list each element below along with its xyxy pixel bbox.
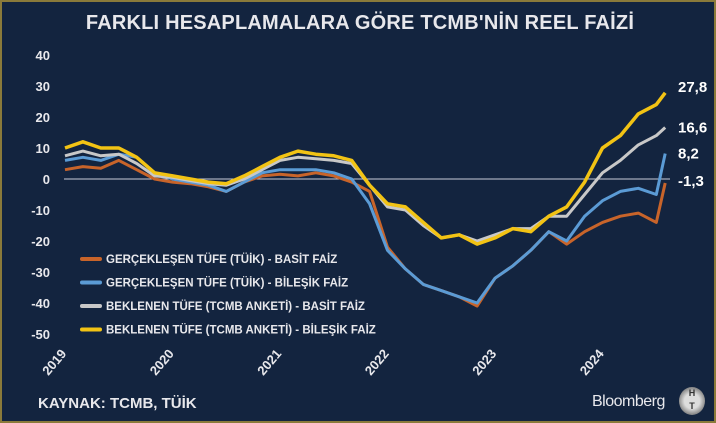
bloomberg-logo: Bloomberg (592, 393, 665, 410)
y-tick-label: -30 (31, 265, 50, 280)
series-line (64, 91, 667, 246)
end-value-label: 8,2 (678, 146, 699, 163)
x-tick-label: 2023 (469, 346, 499, 378)
series-line (64, 126, 667, 243)
source-note: KAYNAK: TCMB, TÜİK (38, 395, 197, 412)
x-tick-label: 2024 (577, 346, 608, 378)
x-tick-label: 2019 (39, 346, 69, 378)
y-tick-label: -50 (31, 327, 50, 342)
legend-label: BEKLENEN TÜFE (TCMB ANKETİ) - BASİT FAİZ (106, 300, 365, 313)
x-tick-label: 2022 (362, 346, 392, 378)
y-tick-label: -40 (31, 296, 50, 311)
y-tick-label: 30 (36, 79, 50, 94)
y-tick-label: 20 (36, 110, 50, 125)
legend-label: BEKLENEN TÜFE (TCMB ANKETİ) - BİLEŞİK FA… (106, 324, 376, 337)
y-tick-label: 0 (43, 172, 50, 187)
end-value-label: 27,8 (678, 79, 707, 96)
end-value-label: -1,3 (678, 173, 704, 190)
legend-label: GERÇEKLEŞEN TÜFE (TÜİK) - BİLEŞİK FAİZ (106, 277, 348, 290)
y-tick-label: -10 (31, 203, 50, 218)
y-tick-label: 40 (36, 48, 50, 63)
chart-title: FARKLI HESAPLAMALARA GÖRE TCMB'NİN REEL … (85, 12, 635, 34)
x-tick-label: 2020 (147, 346, 177, 378)
end-value-label: 16,6 (678, 120, 707, 137)
x-tick-label: 2021 (254, 346, 284, 378)
y-tick-label: 10 (36, 141, 50, 156)
y-tick-label: -20 (31, 234, 50, 249)
legend-label: GERÇEKLEŞEN TÜFE (TÜİK) - BASİT FAİZ (106, 253, 337, 266)
